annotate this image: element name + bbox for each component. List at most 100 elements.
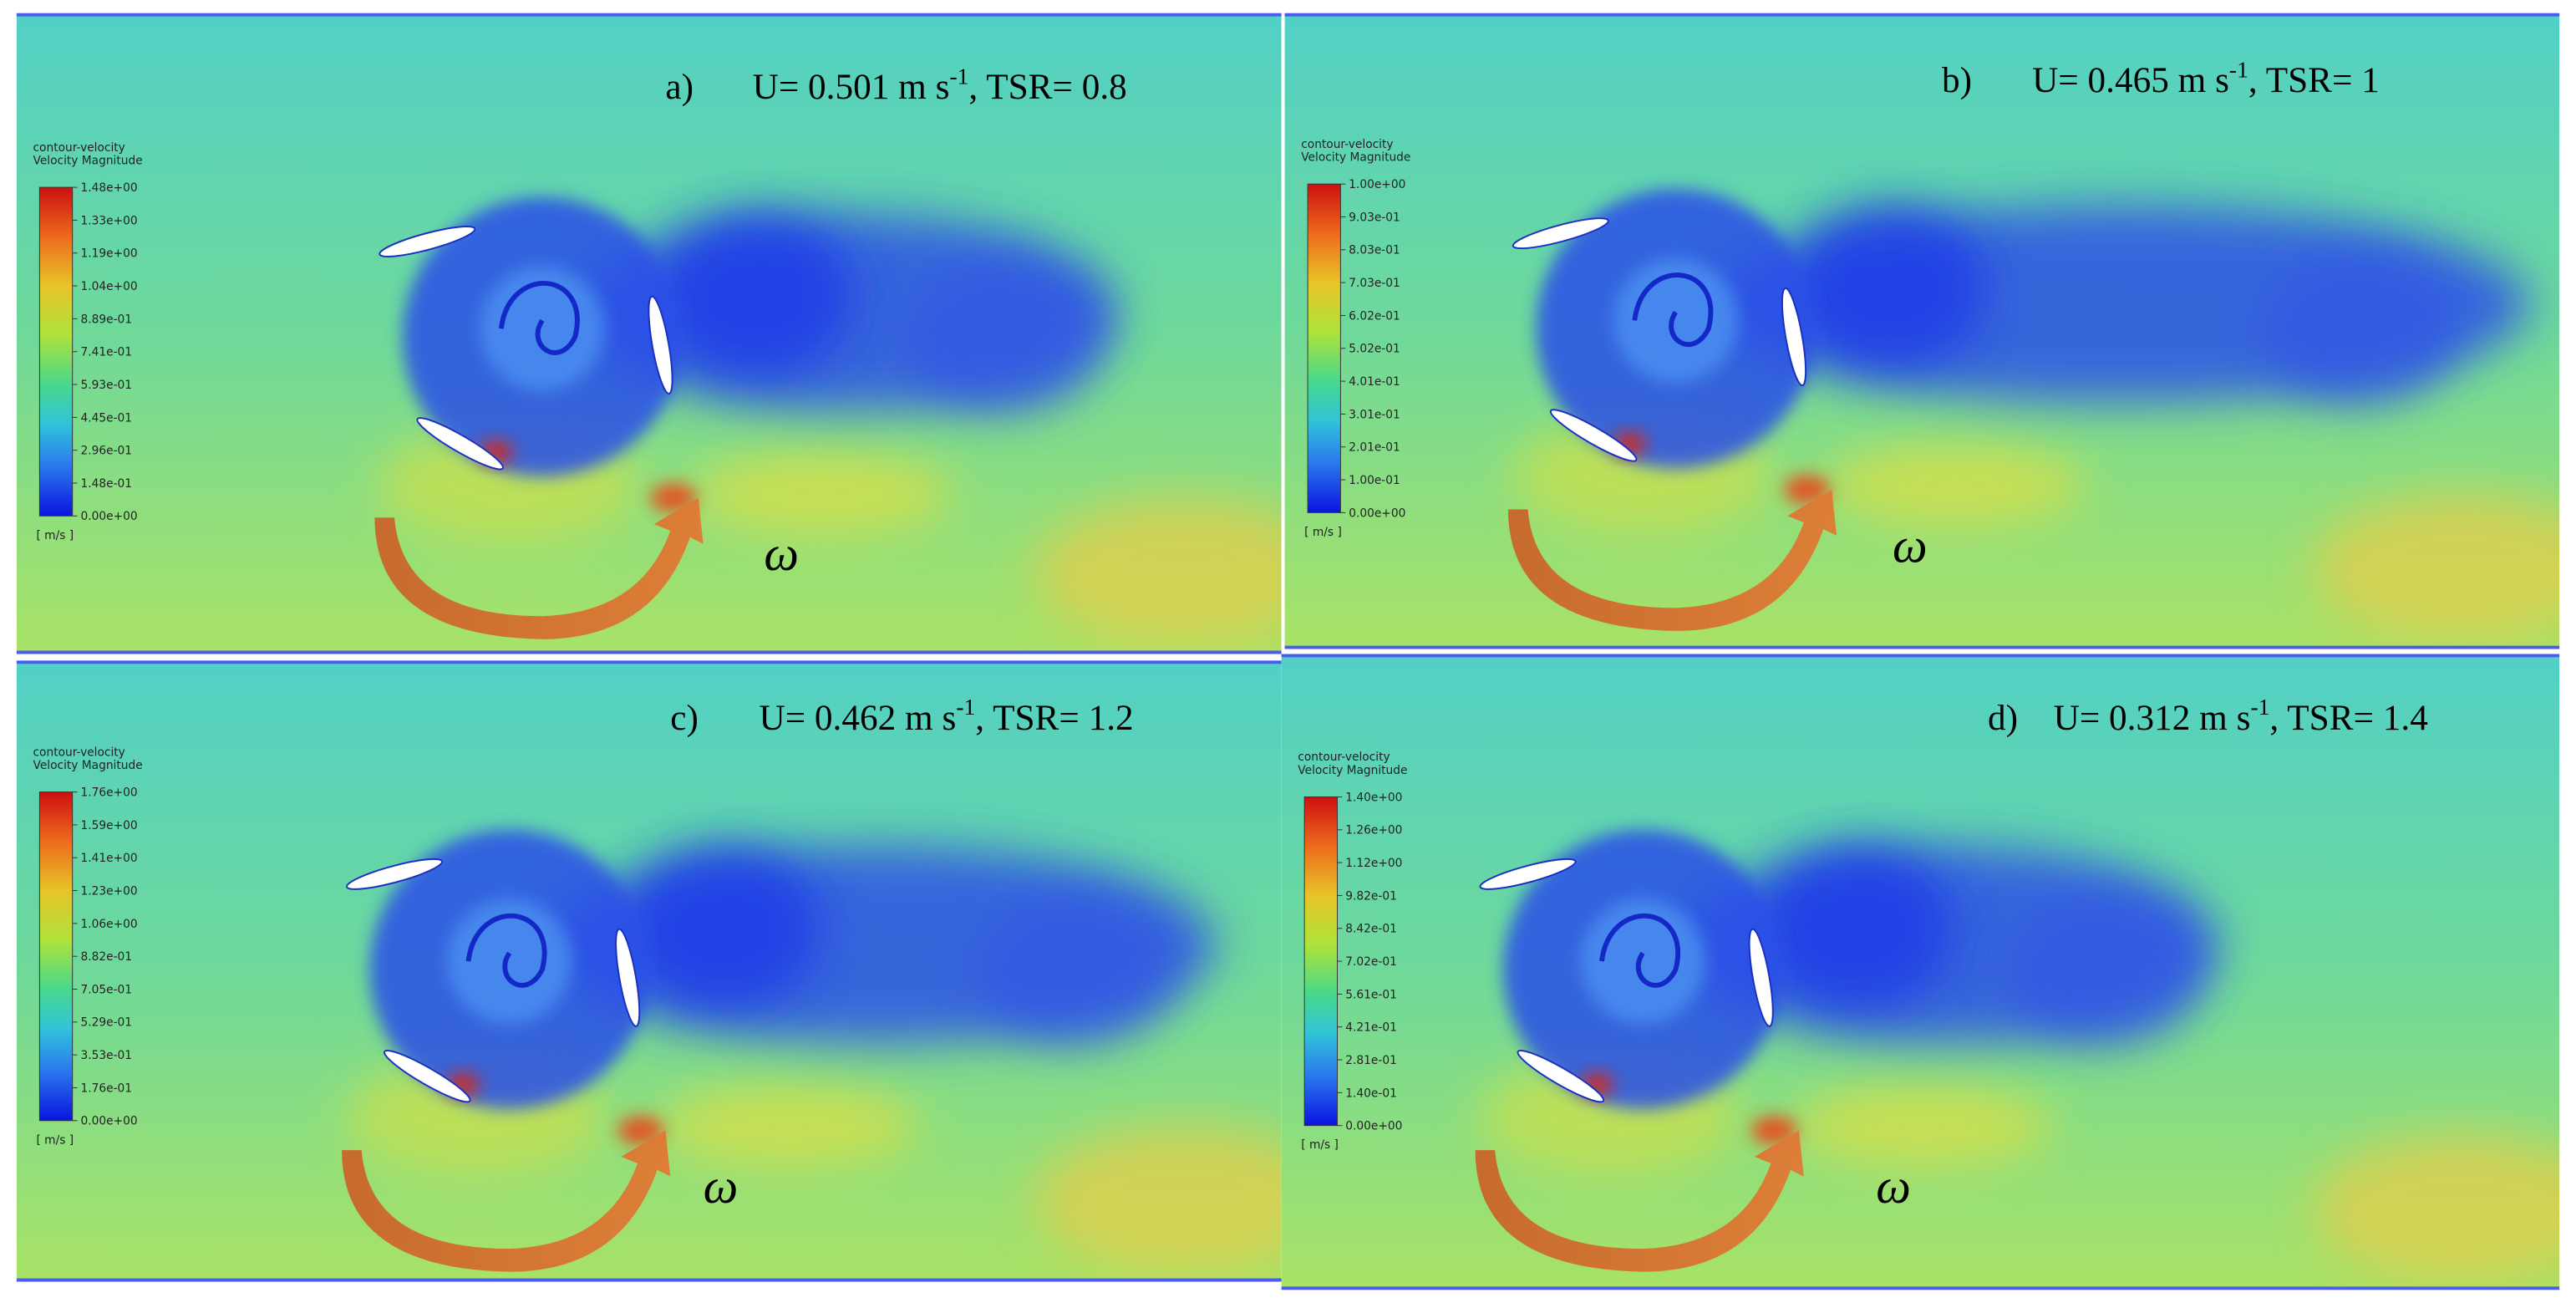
darrieus-blade: [615, 928, 641, 1027]
colorbar-label: 5.29e-01: [81, 1016, 133, 1030]
colorbar-label: 1.23e+00: [81, 884, 138, 898]
darrieus-blade: [1549, 409, 1638, 462]
savonius-blade: [1632, 272, 1714, 348]
legend-unit: [ m/s ]: [1304, 526, 1342, 539]
rotation-symbol: ω: [1876, 1158, 1911, 1214]
wake-core: [624, 846, 822, 1011]
colorbar-label: 1.19e+00: [81, 247, 138, 261]
savonius-blade: [465, 913, 547, 988]
darrieus-blade: [1512, 217, 1609, 250]
legend-title: contour-velocity: [33, 141, 125, 155]
caption-rest: , TSR= 0.8: [968, 67, 1126, 107]
panel: ω a) U= 0.501 m s-1, TSR= 0.8 contour-veloc…: [16, 13, 1282, 654]
colorbar-label: 1.33e+00: [81, 214, 138, 227]
colorbar-label: 1.48e-01: [81, 477, 133, 491]
caption-main: U= 0.501 m s: [753, 67, 950, 107]
field: [1284, 13, 2560, 649]
colorbar-label: 0.00e+00: [81, 510, 138, 523]
colorbar-label: 7.05e-01: [81, 983, 133, 996]
darrieus-blade: [1517, 1050, 1605, 1103]
wake-core: [1791, 205, 1988, 370]
colorbar-label: 4.21e-01: [1345, 1021, 1397, 1035]
colorbar-label: 5.61e-01: [1345, 988, 1397, 1001]
colorbar-label: 1.12e+00: [1345, 857, 1402, 870]
colorbar-label: 1.76e-01: [81, 1082, 133, 1095]
colorbar-label: 9.03e-01: [1349, 211, 1400, 224]
high-velocity-zone: [2313, 1133, 2560, 1282]
darrieus-blade: [1479, 858, 1577, 890]
wake: [2260, 254, 2458, 403]
rotation-symbol: ω: [1893, 517, 1928, 573]
legend-title: contour-velocity: [1301, 138, 1393, 151]
panel-label: d): [1988, 698, 2018, 738]
high-velocity-zone: [657, 1084, 921, 1167]
panel-caption: U= 0.312 m s-1, TSR= 1.4: [2054, 694, 2428, 738]
colorbar-label: 7.41e-01: [81, 346, 133, 359]
high-velocity-zone: [1791, 1084, 2054, 1167]
colorbar-label: 8.03e-01: [1349, 244, 1400, 257]
colorbar-label: 1.59e+00: [81, 819, 138, 832]
darrieus-blade: [346, 858, 444, 890]
high-velocity-zone: [2313, 492, 2560, 641]
colorbar-label: 0.00e+00: [1349, 506, 1405, 520]
legend-subtitle: Velocity Magnitude: [33, 155, 143, 168]
high-velocity-zone: [1034, 497, 1282, 646]
rotation-symbol: ω: [704, 1158, 739, 1214]
rotation-arrow: [342, 1130, 671, 1272]
wake-core: [657, 213, 855, 379]
panel-caption: U= 0.462 m s-1, TSR= 1.2: [759, 694, 1133, 738]
colorbar: [1307, 183, 1341, 513]
colorbar-label: 0.00e+00: [81, 1115, 138, 1128]
panel-label: b): [1942, 60, 1972, 100]
colorbar-label: 2.81e-01: [1345, 1054, 1397, 1067]
high-velocity-zone: [1823, 443, 2086, 527]
legend-subtitle: Velocity Magnitude: [1298, 764, 1407, 777]
legend-subtitle: Velocity Magnitude: [33, 759, 143, 772]
colorbar-label: 1.40e-01: [1345, 1087, 1397, 1100]
colorbar-label: 1.06e+00: [81, 918, 138, 931]
legend-title: contour-velocity: [1298, 751, 1390, 764]
hotspot: [650, 482, 697, 513]
colorbar-label: 0.00e+00: [1345, 1120, 1402, 1133]
hotspot: [1784, 475, 1831, 505]
panel: ω d) U= 0.312 m s-1, TSR= 1.4 contour-veloc…: [1281, 654, 2560, 1290]
darrieus-blade: [384, 1050, 471, 1103]
hotspot: [1750, 1115, 1797, 1146]
colorbar-label: 1.48e+00: [81, 181, 138, 195]
colorbar-label: 4.45e-01: [81, 411, 133, 425]
colorbar-label: 8.42e-01: [1345, 923, 1397, 936]
colorbar-label: 2.96e-01: [81, 445, 133, 458]
colorbar-label: 5.93e-01: [81, 379, 133, 392]
colorbar-label: 1.40e+00: [1345, 791, 1402, 804]
legend-subtitle: Velocity Magnitude: [1301, 151, 1410, 165]
panel-label: a): [665, 67, 694, 107]
panel-caption: U= 0.465 m s-1, TSR= 1: [2032, 56, 2380, 100]
colorbar-label: 7.02e-01: [1345, 955, 1397, 969]
caption-main: U= 0.462 m s: [759, 698, 956, 738]
colorbar-label: 3.53e-01: [81, 1049, 133, 1062]
caption-superscript: -1: [2229, 56, 2248, 82]
colorbar-label: 5.02e-01: [1349, 343, 1400, 356]
rotation-arrow: [1475, 1130, 1804, 1272]
colorbar-label: 1.00e-01: [1349, 474, 1400, 487]
colorbar-label: 1.26e+00: [1345, 824, 1402, 837]
field: [16, 660, 1282, 1282]
colorbar-label: 9.82e-01: [1345, 889, 1397, 903]
caption-superscript: -1: [949, 63, 968, 89]
legend-title: contour-velocity: [33, 746, 125, 759]
wake: [975, 895, 1173, 1044]
darrieus-blade: [379, 226, 476, 257]
darrieus-blade: [1781, 287, 1807, 387]
legend-unit: [ m/s ]: [36, 1133, 74, 1147]
caption-superscript: -1: [2250, 694, 2269, 720]
colorbar-label: 8.89e-01: [81, 313, 133, 326]
colorbar-label: 6.02e-01: [1349, 309, 1400, 323]
colorbar-label: 2.01e-01: [1349, 441, 1400, 455]
panel: ω b) U= 0.465 m s-1, TSR= 1 contour-velocit…: [1284, 13, 2560, 649]
colorbar-label: 1.04e+00: [81, 280, 138, 293]
panel-caption: U= 0.501 m s-1, TSR= 0.8: [753, 63, 1127, 107]
